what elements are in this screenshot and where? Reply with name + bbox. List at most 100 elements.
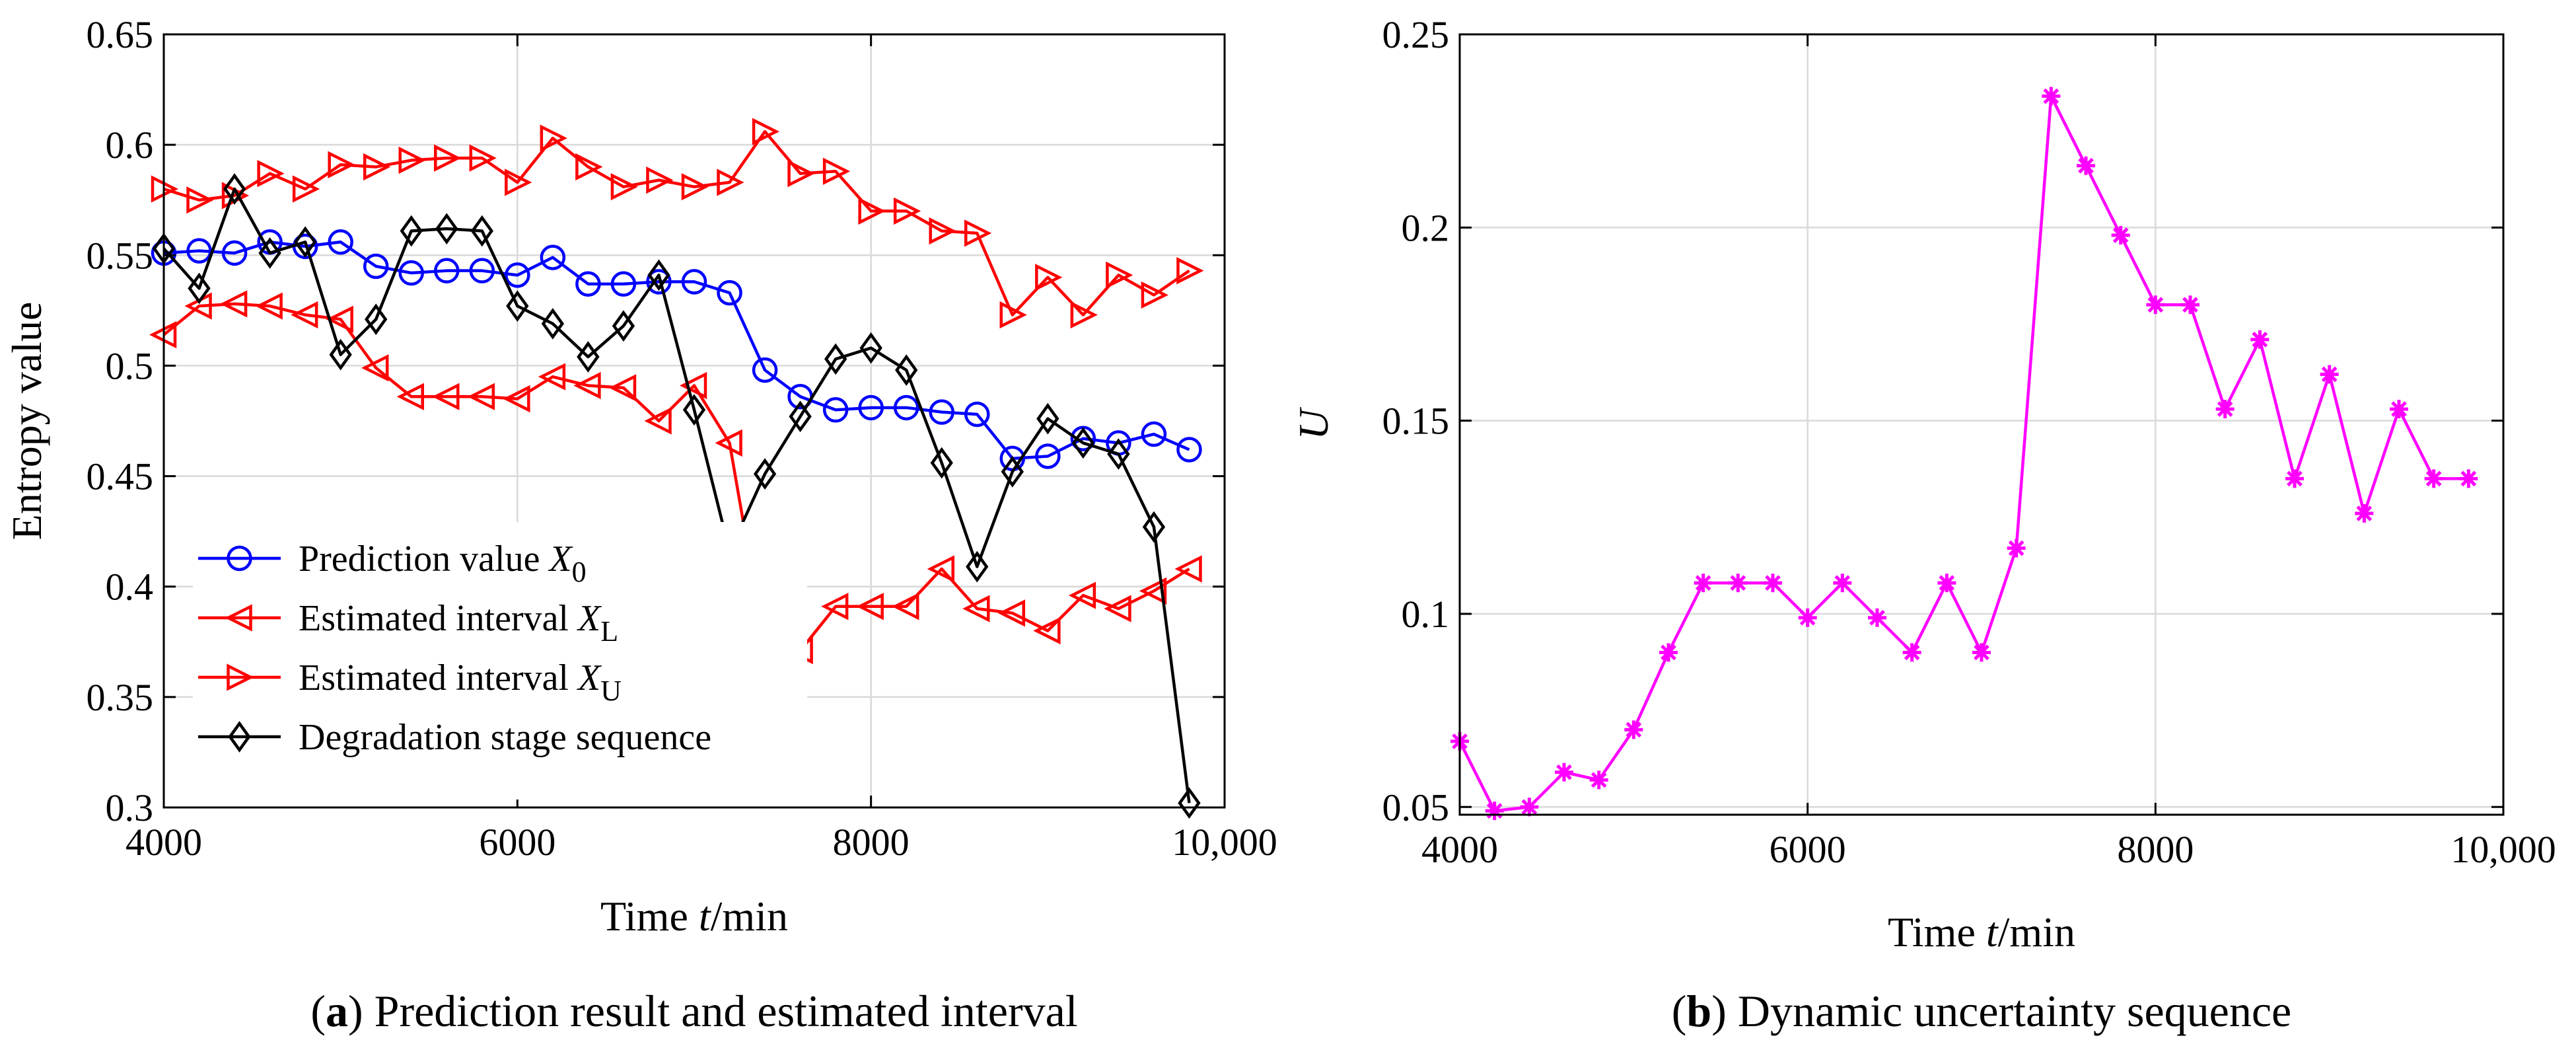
series-2-point [1176,257,1204,285]
series-1-point [1104,595,1131,622]
series-3-point [1071,427,1095,459]
series-0-point [2215,400,2235,419]
series-0-point [2424,469,2443,488]
series-0-point [434,258,460,283]
tick-marks [162,33,1226,809]
series-2-point [858,197,886,225]
y-tick-label: 0.25 [1382,13,1450,56]
series-0-point [858,394,884,421]
x-axis-title: Time t/min [1888,909,2075,955]
series-0-point [2111,226,2130,245]
legend-marker [228,721,251,753]
series-0-point [1485,802,1504,821]
series-0-point [540,244,566,270]
series-1-point [573,371,601,400]
series-0-point [2390,400,2408,419]
series-3-point [612,310,635,342]
series-3-point [577,341,600,373]
x-tick-label: 8000 [833,821,910,864]
x-tick-label: 6000 [479,821,555,864]
series-2-point [717,168,744,196]
series-1-point [220,290,248,318]
series-0-point [1624,720,1643,739]
series-3-point [1001,456,1024,488]
panel-caption: (a) Prediction result and estimated inte… [310,986,1077,1036]
series-1-point [1068,581,1096,609]
series-1-point [432,383,460,410]
series-2-point [292,175,320,203]
series-0-point [1589,770,1608,790]
series-0-point [1141,421,1167,447]
series-0-point [2320,365,2339,384]
series-2-point [822,157,851,185]
y-axis-title: U [1290,407,1337,440]
legend-label: Prediction value X0 [299,539,587,588]
series-2-point [575,153,603,181]
series-3-point [895,354,918,386]
series-2-point [1141,281,1168,309]
legend-marker [225,604,252,632]
series-3-point [541,308,565,340]
panel-a-prediction-chart: 4000 6000 8000 10,000 0.3 0.35 0.4 0.45 0.5 0.55 0… [3,13,1277,1036]
series-3-line [162,187,1191,803]
series-0-point [822,397,849,423]
series-3-point [293,226,317,258]
series-0-point [398,260,424,286]
series-2-point [787,159,815,188]
series-3-point [258,237,281,269]
x-axis-title: Time t/min [600,893,788,940]
series-2-point [363,153,391,181]
series-0-point [929,399,954,425]
series-0-point [1972,643,1991,662]
series-0-point [469,258,495,283]
x-tick-label: 4000 [1421,828,1498,871]
y-tick-label: 0.4 [106,566,154,609]
series-1-point [997,599,1026,627]
series-2-point [398,146,426,174]
series-0-point [1868,608,1886,627]
y-tick-label: 0.3 [106,786,154,829]
series-1-point [856,593,884,620]
tick-marks [1458,33,2505,815]
series-1-line [162,302,1190,652]
series-1-point [538,363,566,391]
series-3-point [930,447,953,479]
series-0-point [2459,469,2478,488]
series-0-point [1520,798,1539,817]
series-2-point [469,144,497,172]
series-1-point [1139,577,1167,605]
series-0-point [646,269,672,295]
y-tick-label: 0.55 [87,234,154,277]
series-0-point [2007,539,2026,558]
series-3-point [789,400,812,433]
series-1-point [326,305,353,333]
panel-caption: (b) Dynamic uncertainty sequence [1672,986,2291,1036]
series-3-point [435,213,458,245]
series-0-point [681,269,707,295]
series-0-line [1458,94,2469,813]
y-tick-label: 0.6 [106,124,154,167]
series-0-point [1833,574,1852,593]
series-0-point [363,253,389,280]
series-0-point [186,238,212,264]
series-2-line [163,130,1190,317]
y-tick-label: 0.2 [1402,206,1450,249]
series-1-point [715,429,742,457]
axes-frame [1458,33,2505,816]
series-2-point [328,151,355,178]
x-tick-label: 10,000 [1172,821,1277,864]
y-tick-label: 0.05 [1382,786,1450,829]
series-3-point [682,394,706,426]
series-3-point [1036,402,1059,435]
series-1-point [291,301,318,329]
series-2-point [186,186,214,214]
legend-entry-1: Estimated interval XL [198,598,618,648]
series-3-point [506,290,529,322]
series-1-point [927,555,954,583]
series-0-point [1659,643,1678,662]
series-2-point [752,118,780,145]
series-0-point [2181,295,2200,315]
series-3 [152,173,1201,819]
x-tick-label: 6000 [1770,828,1846,871]
